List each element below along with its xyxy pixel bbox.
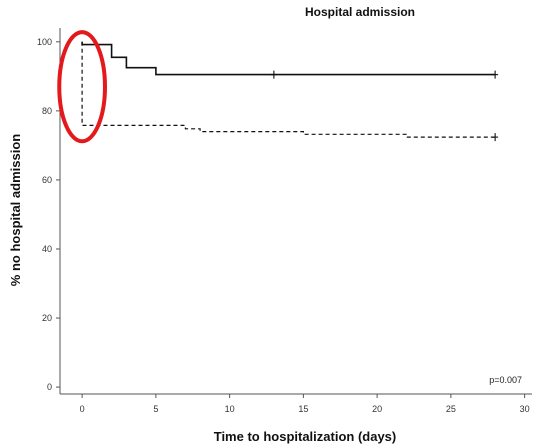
y-ticks: 0 20 40 60 80 100: [37, 37, 60, 392]
km-curve-solid: [82, 42, 495, 75]
p-value-annotation: p=0.007: [489, 375, 522, 385]
y-tick-label: 20: [42, 313, 52, 323]
y-tick-label: 100: [37, 37, 52, 47]
y-tick-label: 0: [47, 382, 52, 392]
x-tick-label: 15: [298, 404, 308, 414]
km-curve-dashed: [82, 42, 495, 137]
chart-title: Hospital admission: [305, 5, 415, 19]
x-tick-label: 0: [80, 404, 85, 414]
x-tick-label: 20: [372, 404, 382, 414]
x-tick-label: 10: [225, 404, 235, 414]
x-tick-label: 30: [520, 404, 530, 414]
y-tick-label: 40: [42, 244, 52, 254]
y-tick-label: 80: [42, 106, 52, 116]
y-axis-title: % no hospital admission: [8, 134, 23, 286]
x-tick-label: 25: [446, 404, 456, 414]
x-axis-title: Time to hospitalization (days): [214, 429, 397, 444]
y-tick-label: 60: [42, 175, 52, 185]
x-tick-label: 5: [153, 404, 158, 414]
x-ticks: 0 5 10 15 20 25 30: [80, 394, 530, 414]
series-layer: [82, 42, 498, 141]
plot-area: 0 5 10 15 20 25 30 0 20 40 60 80 100: [37, 28, 532, 414]
